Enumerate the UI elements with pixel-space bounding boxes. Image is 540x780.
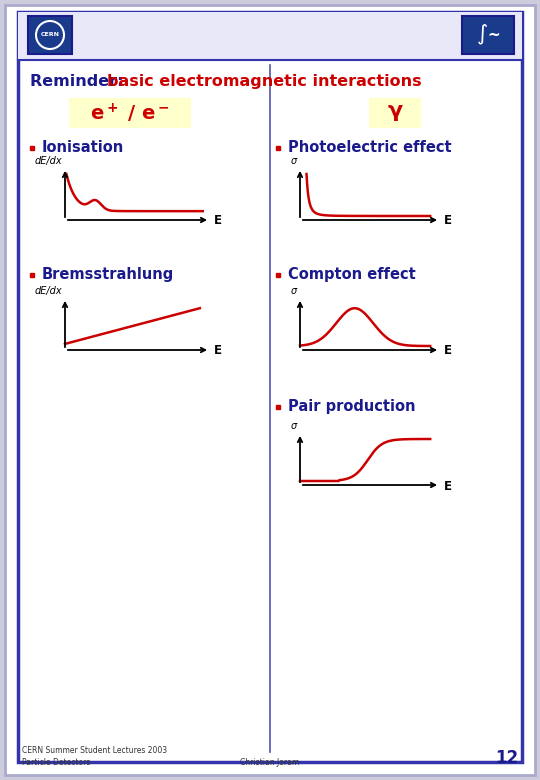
FancyBboxPatch shape — [69, 98, 191, 128]
Text: Ionisation: Ionisation — [42, 140, 124, 155]
Text: E: E — [444, 345, 452, 357]
Text: $\mathbf{\gamma}$: $\mathbf{\gamma}$ — [387, 103, 403, 123]
FancyBboxPatch shape — [28, 16, 72, 54]
Text: E: E — [214, 215, 222, 228]
FancyBboxPatch shape — [18, 12, 522, 60]
Text: Bremsstrahlung: Bremsstrahlung — [42, 268, 174, 282]
Text: Photoelectric effect: Photoelectric effect — [288, 140, 451, 155]
Text: CERN: CERN — [40, 33, 59, 37]
FancyBboxPatch shape — [5, 5, 535, 775]
Text: σ: σ — [291, 286, 297, 296]
Text: Reminder:: Reminder: — [30, 74, 129, 89]
Text: E: E — [214, 345, 222, 357]
Text: Compton effect: Compton effect — [288, 268, 416, 282]
Text: dE/dx: dE/dx — [35, 156, 62, 166]
Text: σ: σ — [291, 421, 297, 431]
Text: $\int$~: $\int$~ — [476, 23, 500, 47]
Text: dE/dx: dE/dx — [35, 286, 62, 296]
Text: E: E — [444, 480, 452, 492]
Text: basic electromagnetic interactions: basic electromagnetic interactions — [107, 74, 422, 89]
FancyBboxPatch shape — [369, 98, 421, 128]
Text: σ: σ — [291, 156, 297, 166]
Text: $\mathbf{e^+}$ / $\mathbf{e^-}$: $\mathbf{e^+}$ / $\mathbf{e^-}$ — [90, 101, 170, 125]
Text: Christian Joram: Christian Joram — [240, 758, 300, 767]
Text: E: E — [444, 215, 452, 228]
FancyBboxPatch shape — [462, 16, 514, 54]
Text: 12: 12 — [495, 749, 518, 767]
Text: CERN Summer Student Lectures 2003
Particle Detectors: CERN Summer Student Lectures 2003 Partic… — [22, 746, 167, 767]
Text: Pair production: Pair production — [288, 399, 415, 414]
